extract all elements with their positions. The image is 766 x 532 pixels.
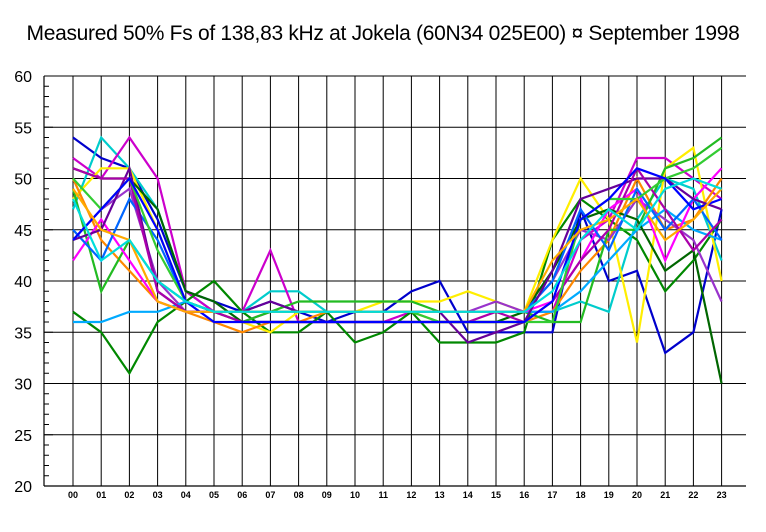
y-tick-label-60: 60 bbox=[14, 69, 32, 86]
x-tick-label-19: 19 bbox=[604, 490, 614, 500]
x-tick-label-00: 00 bbox=[68, 490, 78, 500]
series-line-day-16 bbox=[72, 167, 722, 324]
x-tick-labels: 00 01 02 03 04 05 06 07 08 09 10 11 12 13 14 15 16 17 18 19… bbox=[68, 490, 727, 500]
axes bbox=[43, 75, 746, 487]
x-tick-label-11: 11 bbox=[378, 490, 388, 500]
x-tick-label-17: 17 bbox=[547, 490, 557, 500]
x-tick-label-22: 22 bbox=[688, 490, 698, 500]
x-tick-label-07: 07 bbox=[265, 490, 275, 500]
x-tick-label-15: 15 bbox=[491, 490, 501, 500]
grid bbox=[44, 75, 746, 487]
x-tick-label-23: 23 bbox=[717, 490, 727, 500]
y-tick-label-25: 25 bbox=[14, 428, 32, 445]
y-tick-label-20: 20 bbox=[14, 479, 32, 496]
x-tick-label-04: 04 bbox=[181, 490, 191, 500]
x-tick-label-10: 10 bbox=[350, 490, 360, 500]
x-tick-label-09: 09 bbox=[322, 490, 332, 500]
x-tick-label-12: 12 bbox=[406, 490, 416, 500]
y-tick-label-50: 50 bbox=[14, 172, 32, 189]
x-tick-label-03: 03 bbox=[153, 490, 163, 500]
y-tick-label-30: 30 bbox=[14, 377, 32, 394]
x-tick-label-16: 16 bbox=[519, 490, 529, 500]
x-tick-label-01: 01 bbox=[96, 490, 106, 500]
x-tick-label-02: 02 bbox=[124, 490, 134, 500]
x-tick-label-05: 05 bbox=[209, 490, 219, 500]
x-tick-label-06: 06 bbox=[237, 490, 247, 500]
y-tick-label-40: 40 bbox=[14, 274, 32, 291]
x-tick-label-13: 13 bbox=[435, 490, 445, 500]
x-tick-label-18: 18 bbox=[576, 490, 586, 500]
x-tick-label-21: 21 bbox=[660, 490, 670, 500]
x-tick-label-20: 20 bbox=[632, 490, 642, 500]
series-line-day-18 bbox=[72, 177, 722, 313]
series-lines bbox=[71, 135, 723, 384]
y-tick-label-55: 55 bbox=[14, 120, 32, 137]
y-tick-labels: 20 25 30 35 40 45 50 55 60 bbox=[14, 69, 32, 496]
y-tick-label-45: 45 bbox=[14, 223, 32, 240]
x-tick-label-14: 14 bbox=[463, 490, 473, 500]
x-tick-label-08: 08 bbox=[294, 490, 304, 500]
series-line-day-06 bbox=[72, 176, 723, 334]
chart-title: Measured 50% Fs of 138,83 kHz at Jokela … bbox=[26, 22, 740, 45]
series-line-day-03 bbox=[72, 135, 723, 324]
y-tick-label-35: 35 bbox=[14, 325, 32, 342]
